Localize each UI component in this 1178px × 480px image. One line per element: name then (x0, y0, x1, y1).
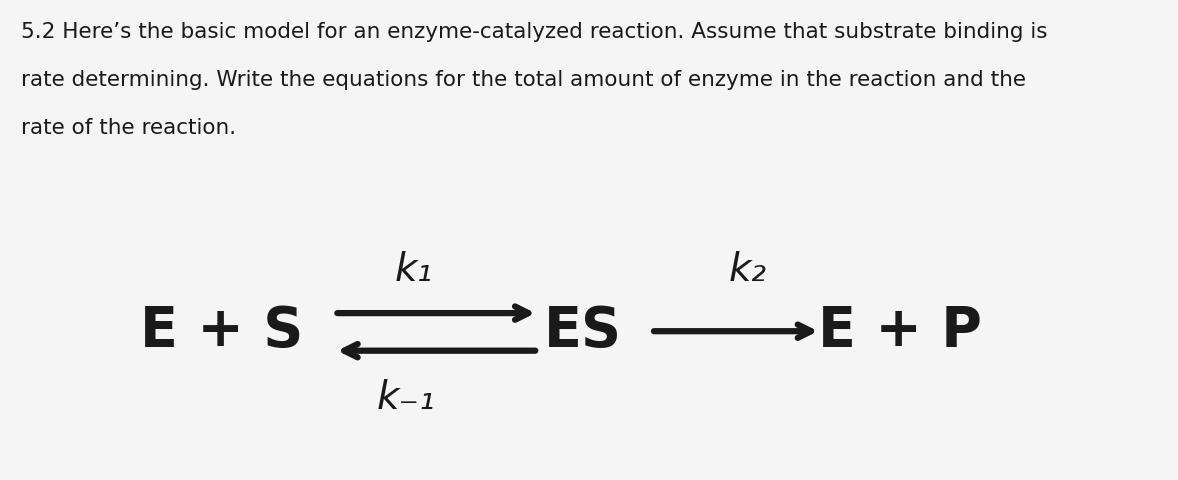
Text: 5.2 Here’s the basic model for an enzyme-catalyzed reaction. Assume that substra: 5.2 Here’s the basic model for an enzyme… (21, 22, 1047, 42)
Text: k₁: k₁ (395, 251, 432, 289)
Text: ES: ES (544, 304, 622, 358)
Text: E + P: E + P (818, 304, 982, 358)
Text: k₋₁: k₋₁ (377, 379, 435, 417)
Text: E + S: E + S (140, 304, 303, 358)
Text: rate determining. Write the equations for the total amount of enzyme in the reac: rate determining. Write the equations fo… (21, 70, 1026, 90)
Text: rate of the reaction.: rate of the reaction. (21, 118, 237, 138)
Text: k₂: k₂ (728, 251, 767, 289)
